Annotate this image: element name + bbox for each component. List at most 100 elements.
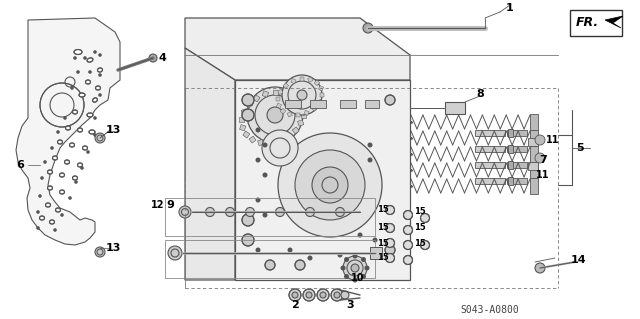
Text: 15: 15 (377, 239, 389, 248)
Bar (165, 198, 375, 236)
Circle shape (385, 95, 395, 105)
Circle shape (265, 260, 275, 270)
Bar (570, 10, 622, 36)
Ellipse shape (95, 86, 100, 90)
Circle shape (53, 228, 57, 232)
Circle shape (275, 207, 285, 217)
Circle shape (63, 116, 67, 120)
Circle shape (50, 146, 54, 150)
Text: 11: 11 (536, 170, 550, 180)
Circle shape (242, 234, 254, 246)
Circle shape (403, 241, 413, 249)
Text: 15: 15 (414, 239, 426, 248)
Circle shape (83, 56, 87, 60)
Bar (508, 161, 513, 169)
Bar (283, 83, 289, 88)
Circle shape (278, 133, 382, 237)
Bar (278, 89, 283, 94)
Bar (530, 178, 538, 194)
Text: 15: 15 (377, 224, 389, 233)
Circle shape (262, 173, 268, 177)
Bar (320, 93, 324, 97)
Ellipse shape (77, 163, 83, 167)
Circle shape (242, 214, 254, 226)
Bar (530, 162, 538, 178)
Circle shape (98, 73, 102, 77)
Circle shape (98, 53, 102, 57)
Circle shape (282, 75, 322, 115)
Circle shape (385, 239, 394, 248)
Circle shape (242, 94, 254, 106)
Bar (304, 110, 309, 115)
Bar (528, 162, 538, 170)
Bar (276, 97, 280, 101)
Circle shape (246, 207, 255, 217)
Bar (239, 125, 246, 131)
Circle shape (255, 197, 260, 203)
Ellipse shape (70, 143, 74, 147)
Bar (268, 140, 273, 145)
Ellipse shape (60, 190, 65, 194)
Ellipse shape (77, 128, 83, 132)
Circle shape (56, 130, 60, 134)
Bar (507, 162, 527, 168)
Circle shape (225, 207, 234, 217)
Bar (530, 130, 538, 146)
Ellipse shape (74, 49, 82, 55)
Bar (249, 136, 256, 143)
Bar (528, 138, 538, 146)
Circle shape (367, 158, 372, 162)
Circle shape (331, 289, 343, 301)
Circle shape (372, 238, 378, 242)
Bar (310, 100, 326, 108)
Text: 2: 2 (291, 300, 299, 310)
Bar (370, 247, 382, 259)
Text: 14: 14 (570, 255, 586, 265)
Bar (317, 100, 322, 105)
Circle shape (44, 160, 47, 164)
Circle shape (385, 245, 395, 255)
Ellipse shape (89, 130, 95, 134)
Polygon shape (16, 18, 120, 245)
Ellipse shape (87, 113, 93, 117)
Ellipse shape (45, 203, 51, 207)
Text: 3: 3 (346, 300, 354, 310)
Circle shape (262, 143, 268, 147)
Ellipse shape (87, 58, 93, 62)
Bar (308, 77, 313, 82)
Bar (296, 113, 300, 117)
Text: 8: 8 (476, 89, 484, 99)
Text: 10: 10 (351, 273, 365, 283)
Text: 9: 9 (166, 200, 174, 210)
Text: 13: 13 (106, 125, 121, 135)
Circle shape (334, 292, 340, 298)
Circle shape (312, 167, 348, 203)
Polygon shape (185, 48, 235, 280)
Circle shape (68, 196, 72, 200)
Bar (257, 139, 264, 146)
Bar (507, 146, 527, 152)
Circle shape (403, 226, 413, 234)
Circle shape (255, 128, 260, 132)
Circle shape (40, 176, 44, 180)
Circle shape (305, 207, 314, 217)
Ellipse shape (93, 98, 97, 102)
Text: 15: 15 (377, 205, 389, 214)
Bar (530, 114, 538, 130)
Ellipse shape (83, 146, 88, 150)
Circle shape (344, 274, 349, 279)
Bar (246, 101, 253, 108)
Ellipse shape (56, 208, 61, 212)
Ellipse shape (97, 68, 102, 72)
Circle shape (73, 56, 77, 60)
Bar (291, 78, 296, 84)
Circle shape (337, 253, 342, 257)
Polygon shape (605, 16, 623, 28)
Circle shape (403, 211, 413, 219)
Circle shape (93, 116, 97, 120)
Circle shape (344, 257, 349, 262)
Ellipse shape (47, 170, 52, 174)
Circle shape (535, 263, 545, 273)
Circle shape (60, 213, 64, 217)
Ellipse shape (49, 220, 54, 224)
